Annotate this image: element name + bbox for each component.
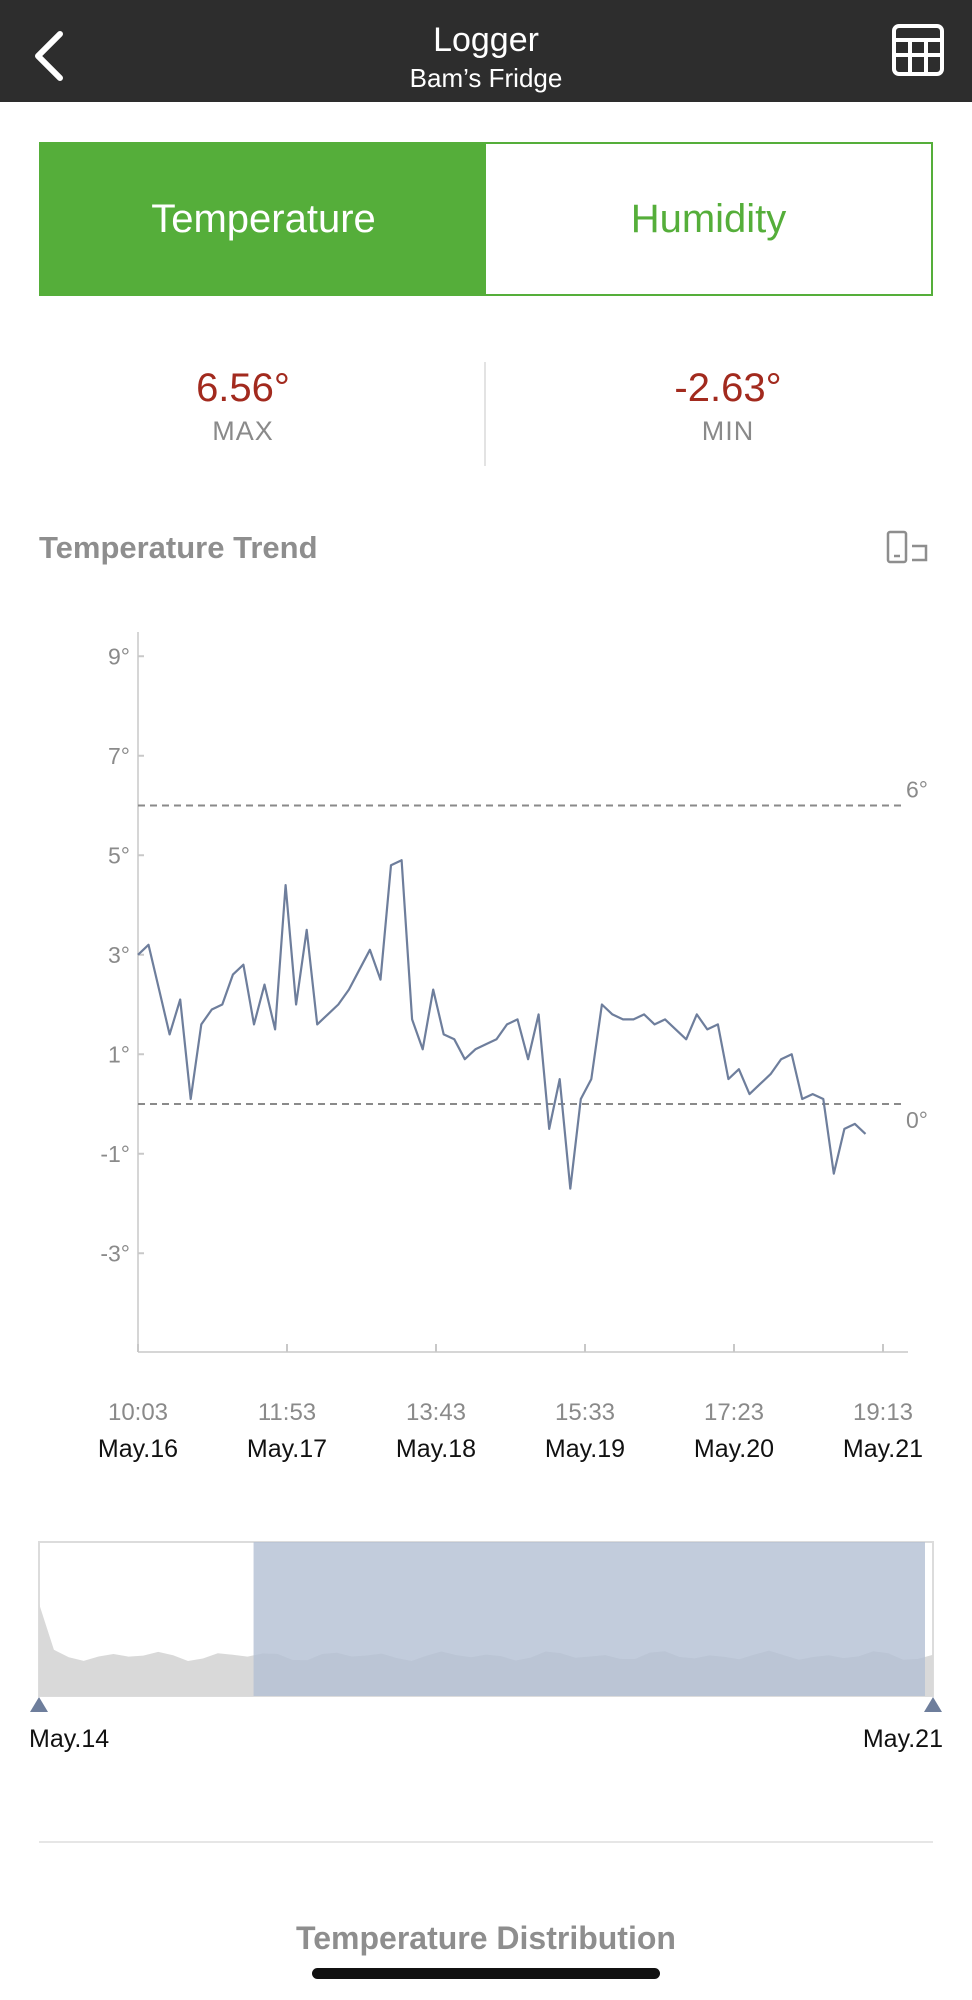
y-tick-label: -1°	[100, 1141, 130, 1167]
y-tick-label: 1°	[108, 1041, 130, 1067]
min-value: -2.63°	[674, 366, 782, 410]
navbar: Logger Bam’s Fridge	[0, 0, 972, 102]
navigator-end-handle[interactable]	[924, 1697, 942, 1712]
section-divider	[39, 1841, 933, 1843]
x-tick-time-label: 10:03	[108, 1399, 168, 1426]
back-button[interactable]	[26, 24, 76, 84]
reference-line-label: 0°	[906, 1107, 928, 1133]
max-stat: 6.56° MAX	[93, 364, 393, 448]
y-tick-label: 9°	[108, 643, 130, 669]
min-label: MIN	[701, 416, 755, 446]
segment-tabs: Temperature Humidity	[39, 142, 933, 296]
x-tick-time-label: 13:43	[406, 1399, 466, 1426]
x-tick-date-label: May.18	[396, 1435, 476, 1463]
max-value: 6.56°	[196, 366, 290, 410]
y-tick-label: -3°	[100, 1240, 130, 1266]
navigator-selection[interactable]	[253, 1542, 925, 1696]
navigator-start-handle[interactable]	[30, 1697, 48, 1712]
table-grid-icon	[892, 24, 944, 76]
chevron-left-icon	[35, 31, 63, 81]
navigator-end-label: May.21	[863, 1725, 943, 1753]
nav-title: Logger	[433, 21, 539, 59]
orientation-button[interactable]	[884, 528, 932, 568]
temperature-trend-chart: 9° 7° 5° 3° 1° -1° -3° 10:03 May.16 11:53 May.17 13…	[98, 632, 928, 1463]
x-tick-time-label: 15:33	[555, 1399, 615, 1426]
distribution-title: Temperature Distribution	[296, 1920, 676, 1956]
navigator-start-label: May.14	[29, 1725, 109, 1753]
y-tick-label: 5°	[108, 842, 130, 868]
x-tick-date-label: May.17	[247, 1435, 327, 1463]
range-navigator[interactable]: May.14 May.21	[0, 1538, 972, 1768]
temperature-series-line	[137, 859, 867, 1190]
tab-temperature[interactable]: Temperature	[41, 144, 486, 294]
x-tick-time-label: 17:23	[704, 1399, 764, 1426]
x-tick-date-label: May.19	[545, 1435, 625, 1463]
x-tick-date-label: May.20	[694, 1435, 774, 1463]
x-tick-date-label: May.16	[98, 1435, 178, 1463]
y-tick-label: 7°	[108, 743, 130, 769]
y-tick-label: 3°	[108, 942, 130, 968]
home-indicator	[312, 1968, 660, 1979]
stats-divider	[484, 362, 486, 466]
reference-line-label: 6°	[906, 777, 928, 803]
rotate-landscape-icon	[886, 530, 928, 564]
tab-humidity[interactable]: Humidity	[486, 144, 931, 294]
max-label: MAX	[212, 416, 274, 446]
x-tick-time-label: 19:13	[853, 1399, 913, 1426]
nav-subtitle: Bam’s Fridge	[409, 63, 563, 93]
min-stat: -2.63° MIN	[578, 364, 878, 448]
table-view-button[interactable]	[890, 22, 946, 78]
x-tick-date-label: May.21	[843, 1435, 923, 1463]
trend-title: Temperature Trend	[39, 530, 318, 565]
x-tick-time-label: 11:53	[258, 1399, 316, 1426]
